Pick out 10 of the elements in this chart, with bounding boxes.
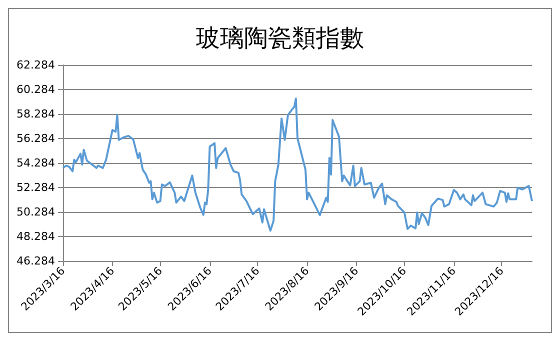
chart-title: 玻璃陶瓷類指數 [196,24,364,52]
y-tick-label: 52.284 [16,181,55,194]
y-tick-label: 46.284 [16,254,55,268]
y-tick-label: 48.284 [16,230,55,243]
y-tick-label: 56.284 [16,132,55,145]
y-tick-label: 58.284 [16,108,55,120]
y-tick-label: 62.284 [16,58,55,72]
y-tick-label: 50.284 [16,206,55,218]
y-tick-label: 60.284 [16,83,55,96]
y-tick-label: 54.284 [16,156,55,170]
